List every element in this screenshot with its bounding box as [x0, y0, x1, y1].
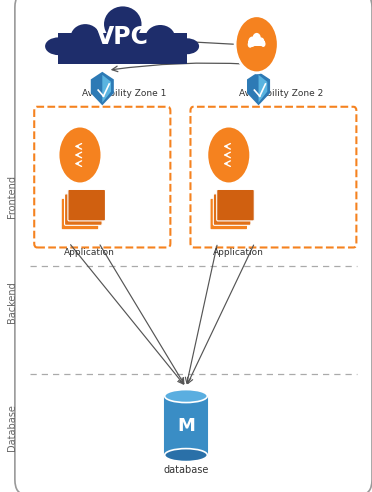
Text: Availability Zone 1: Availability Zone 1: [83, 89, 167, 98]
FancyBboxPatch shape: [217, 189, 254, 221]
FancyBboxPatch shape: [65, 194, 102, 225]
Text: Application: Application: [64, 248, 115, 257]
Ellipse shape: [104, 6, 141, 42]
Text: Database: Database: [7, 404, 17, 452]
Text: Backend: Backend: [7, 282, 17, 323]
Text: VPC: VPC: [96, 25, 149, 49]
Circle shape: [258, 37, 264, 46]
Ellipse shape: [164, 390, 207, 402]
Polygon shape: [259, 75, 267, 103]
FancyBboxPatch shape: [214, 194, 251, 225]
Polygon shape: [58, 33, 187, 64]
Ellipse shape: [164, 449, 207, 461]
Polygon shape: [102, 75, 111, 103]
Circle shape: [248, 36, 256, 47]
FancyBboxPatch shape: [210, 198, 247, 230]
Text: M: M: [177, 417, 195, 434]
Circle shape: [253, 33, 261, 44]
FancyBboxPatch shape: [61, 198, 99, 230]
Ellipse shape: [71, 24, 100, 51]
Polygon shape: [248, 41, 265, 46]
Circle shape: [248, 41, 253, 48]
FancyBboxPatch shape: [15, 0, 372, 492]
FancyBboxPatch shape: [163, 394, 209, 457]
Polygon shape: [247, 72, 270, 105]
Ellipse shape: [145, 25, 175, 50]
Polygon shape: [91, 72, 114, 105]
Text: Frontend: Frontend: [7, 175, 17, 218]
Text: Application: Application: [213, 248, 263, 257]
Text: Availability Zone 2: Availability Zone 2: [239, 89, 323, 98]
Circle shape: [207, 126, 250, 184]
Ellipse shape: [45, 37, 72, 55]
Ellipse shape: [175, 38, 199, 54]
Circle shape: [235, 16, 278, 73]
FancyBboxPatch shape: [68, 189, 106, 221]
Text: database: database: [163, 465, 209, 475]
Circle shape: [58, 126, 102, 184]
Circle shape: [261, 41, 266, 47]
